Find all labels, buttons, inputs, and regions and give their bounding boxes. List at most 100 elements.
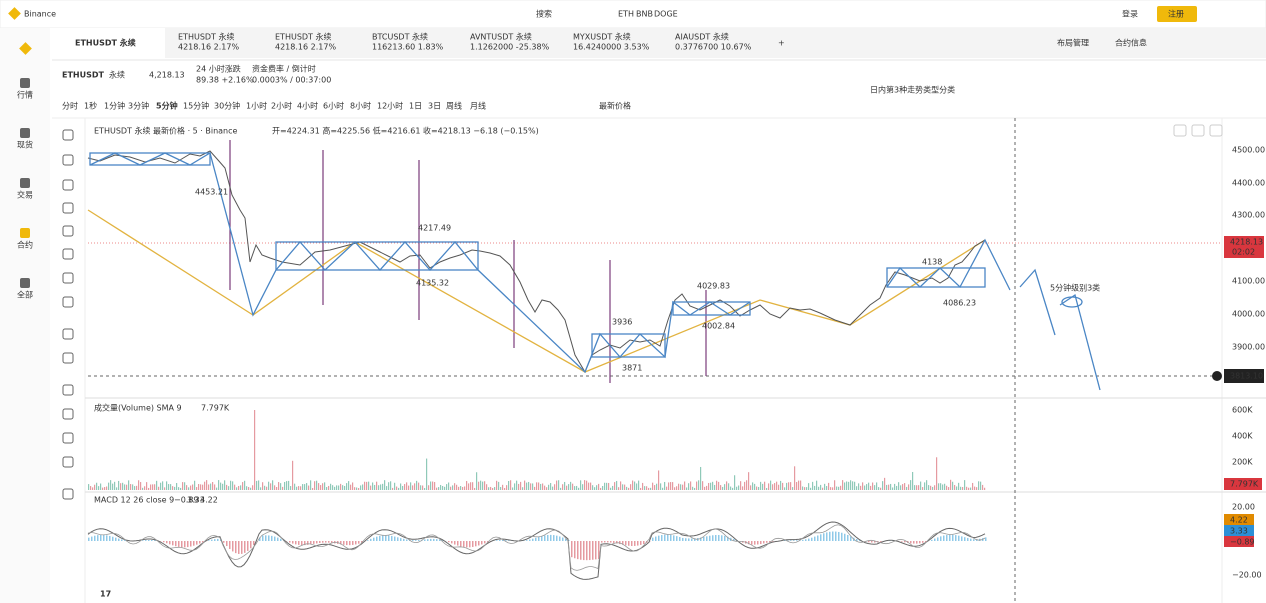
interval[interactable]: 30分钟 [214,101,240,111]
volume-bar [240,485,242,490]
search[interactable]: 搜索 [536,9,552,19]
tab-title[interactable]: ETHUSDT 永续 [178,32,234,42]
tab-quote[interactable]: 0.3776700 10.67% [675,43,752,52]
interval[interactable]: 8小时 [350,101,371,111]
macd-histogram [211,539,213,541]
tab-title[interactable]: BTCUSDT 永续 [372,32,428,42]
interval[interactable]: 1分钟 [104,101,125,111]
tool-icon[interactable] [62,179,74,191]
interval[interactable]: 3日 [428,102,441,111]
interval[interactable]: 6小时 [323,101,344,111]
tool-icon[interactable] [62,272,74,284]
interval[interactable]: 月线 [470,101,486,111]
macd-histogram [868,541,870,543]
tool-icon[interactable] [62,432,74,444]
macd-histogram [463,541,465,548]
sidebar-item[interactable]: 行情 [17,90,33,100]
interval[interactable]: 3分钟 [128,101,149,111]
volume-bar [796,482,798,490]
sidebar-item[interactable]: 交易 [17,190,33,200]
macd-histogram [808,538,810,541]
volume-bar [158,486,160,490]
macd-histogram [505,540,507,541]
tool-icon[interactable] [62,408,74,420]
tool-icon[interactable] [62,456,74,468]
sidebar-item[interactable]: 合约 [17,240,33,250]
tool-icon[interactable] [62,154,74,166]
tab-title[interactable]: ETHUSDT 永续 [75,38,136,48]
tab-title[interactable]: ETHUSDT 永续 [275,32,331,42]
volume-bar [526,482,528,490]
interval[interactable]: 2小时 [271,101,292,111]
interval[interactable]: 4小时 [297,101,318,111]
chart-control[interactable] [1209,124,1223,137]
tab-quote[interactable]: 1.1262000 -25.38% [470,43,550,52]
volume-bar [660,483,662,490]
macd-histogram [415,540,417,541]
interval[interactable]: 5分钟 [156,101,178,111]
tab-quote[interactable]: 4218.16 2.17% [275,43,336,52]
login-button[interactable]: 登录 [1122,9,1138,19]
interval[interactable]: 15分钟 [183,101,209,111]
hot-coin[interactable]: DOGE [654,10,678,19]
tool-icon[interactable] [62,296,74,308]
interval[interactable]: 12小时 [377,101,403,111]
macd-histogram [985,537,987,541]
tool-icon[interactable] [62,129,74,141]
add-tab[interactable]: + [778,39,785,48]
tab-title[interactable]: AVNTUSDT 永续 [470,32,532,42]
volume-bar [142,487,144,490]
interval[interactable]: 周线 [446,101,462,111]
volume-bar [400,483,402,490]
volume-bar [942,484,944,490]
volume-bar [856,486,858,490]
tool-icon[interactable] [62,225,74,237]
volume-bar [322,483,324,490]
tab-quote[interactable]: 116213.60 1.83% [372,43,444,52]
tool-icon[interactable] [62,488,74,500]
interval[interactable]: 分时 [62,101,78,111]
volume-tick-label: 200K [1232,458,1253,467]
macd-histogram [397,537,399,541]
tab-quote[interactable]: 4218.16 2.17% [178,43,239,52]
crosshair-add[interactable] [1212,371,1222,381]
brand: Binance [24,10,56,19]
interval[interactable]: 1日 [409,102,422,111]
interval[interactable]: 1秒 [84,101,97,111]
price-type[interactable]: 最新价格 [599,101,631,111]
macd-histogram [652,537,654,541]
register-button[interactable]: 注册 [1168,9,1184,19]
tool-icon[interactable] [62,384,74,396]
chart-control[interactable] [1173,124,1187,137]
contract-info[interactable]: 合约信息 [1115,38,1147,48]
chart-control[interactable] [1191,124,1205,137]
tab-title[interactable]: AIAUSDT 永续 [675,32,729,42]
layout-manage[interactable]: 布局管理 [1057,38,1089,48]
tool-icon[interactable] [62,328,74,340]
tool-icon[interactable] [62,352,74,364]
volume-bar [578,487,580,490]
volume-bar [970,487,972,490]
macd-histogram [262,535,264,541]
macd-histogram [271,535,273,541]
sidebar-item[interactable]: 全部 [17,290,33,300]
tool-icon[interactable] [62,202,74,214]
macd-histogram [199,541,201,544]
macd-histogram [814,536,816,541]
tab-title[interactable]: MYXUSDT 永续 [573,32,631,42]
volume-bar [668,482,670,490]
sidebar-item[interactable]: 现货 [17,140,33,150]
interval[interactable]: 1小时 [246,101,267,111]
price-annotation: 4135.32 [416,279,449,288]
tool-icon[interactable] [62,248,74,260]
tv-logo: 17 [100,590,111,599]
volume-bar [806,487,808,490]
hot-coin[interactable]: ETH [618,10,634,19]
volume-bar [350,484,352,490]
macd-histogram [385,535,387,541]
macd-histogram [919,541,921,544]
hot-coin[interactable]: BNB [636,10,653,19]
volume-bar [652,482,654,490]
tab-quote[interactable]: 16.4240000 3.53% [573,43,650,52]
